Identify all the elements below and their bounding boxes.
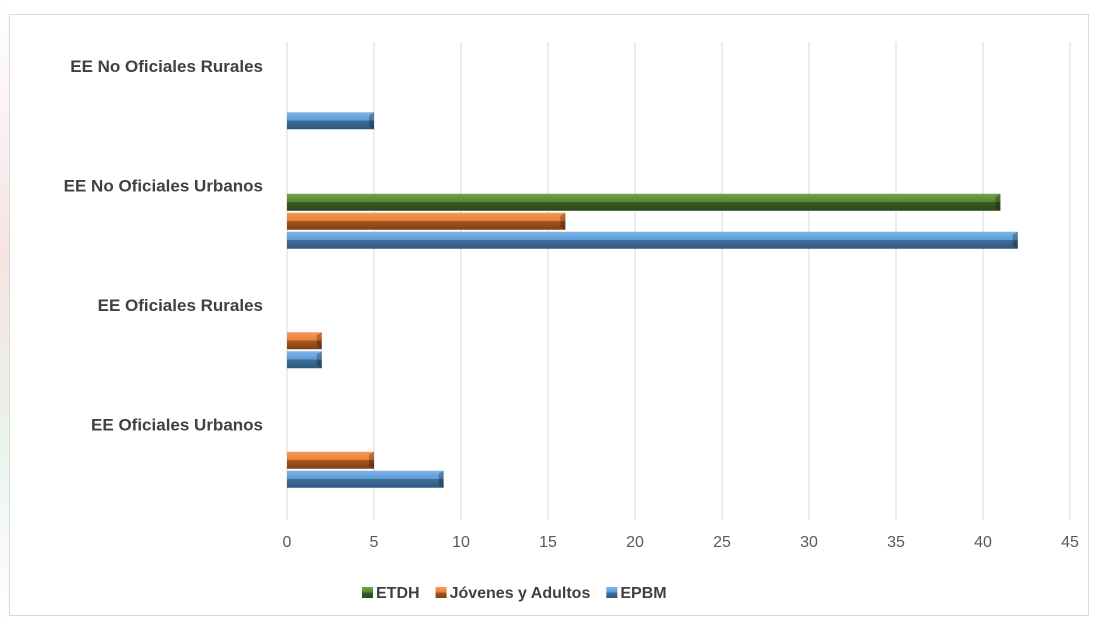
legend-label: ETDH — [376, 585, 420, 602]
x-tick-label: 0 — [283, 534, 292, 551]
x-tick-label: 30 — [800, 534, 818, 551]
legend-label: EPBM — [620, 585, 666, 602]
x-tick-label: 5 — [370, 534, 379, 551]
category-label: EE No Oficiales Urbanos — [64, 177, 263, 196]
category-label: EE Oficiales Rurales — [98, 296, 263, 315]
x-tick-labels: 0 5 10 15 20 25 30 35 40 45 — [283, 534, 1079, 551]
x-tick-label: 45 — [1061, 534, 1079, 551]
x-tick-label: 40 — [974, 534, 992, 551]
category-label: EE Oficiales Urbanos — [91, 416, 263, 435]
bar — [287, 231, 1018, 249]
legend-entry: Jóvenes y Adultos — [435, 585, 591, 602]
legend-entry: ETDH — [362, 585, 420, 602]
x-tick-label: 25 — [713, 534, 731, 551]
bar — [287, 470, 444, 488]
chart-frame — [9, 14, 1089, 616]
legend: ETDH Jóvenes y Adultos EPBM — [362, 585, 667, 602]
x-tick-label: 20 — [626, 534, 644, 551]
gridlines — [286, 42, 1071, 520]
legend-swatch — [435, 587, 447, 598]
x-tick-label: 10 — [452, 534, 470, 551]
legend-label: Jóvenes y Adultos — [450, 585, 591, 602]
decorative-strip — [0, 0, 9, 625]
bar — [287, 332, 322, 350]
category-labels: EE Oficiales Urbanos EE Oficiales Rurales… — [64, 57, 263, 435]
bars-layer — [287, 112, 1018, 488]
legend-swatch — [606, 587, 618, 598]
bar — [287, 212, 566, 230]
bar — [287, 351, 322, 369]
x-tick-label: 35 — [887, 534, 905, 551]
legend-entry: EPBM — [606, 585, 667, 602]
x-tick-label: 15 — [539, 534, 557, 551]
bar — [287, 451, 374, 469]
legend-swatch — [362, 587, 373, 598]
bar — [287, 112, 374, 130]
category-label: EE No Oficiales Rurales — [70, 57, 263, 76]
bar — [287, 193, 1001, 211]
